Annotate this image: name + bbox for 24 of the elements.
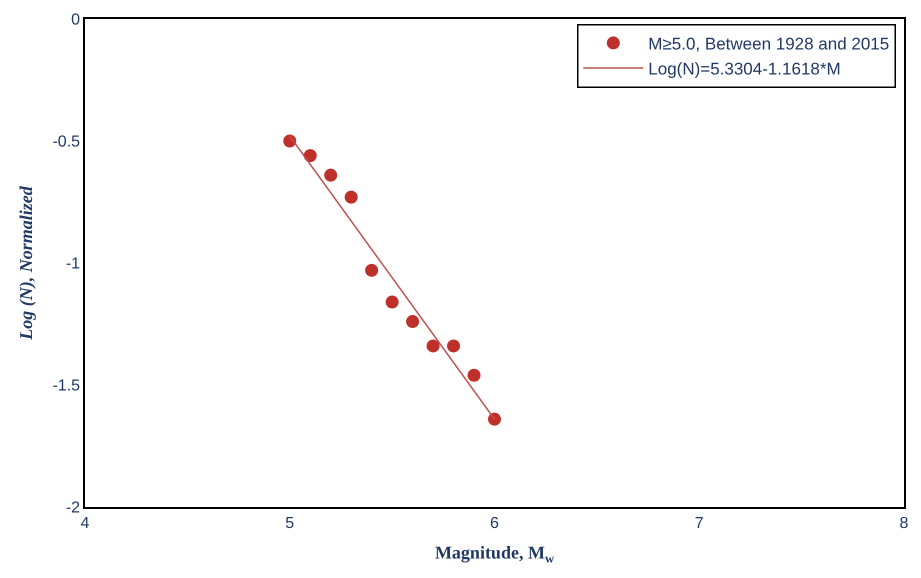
point <box>488 412 501 426</box>
point <box>447 339 460 352</box>
y-tick-label: 0 <box>71 12 80 29</box>
point <box>344 190 358 204</box>
x-tick-label: 5 <box>285 514 294 532</box>
x-axis-title: Magnitude, M$_{w}$ <box>434 542 555 566</box>
y-axis-title: Log (N), Normalized <box>16 185 36 341</box>
point <box>426 339 440 352</box>
point <box>324 168 338 182</box>
point <box>304 149 317 162</box>
x-tick-label: 8 <box>900 514 909 532</box>
y-tick-label: -1 <box>66 256 80 273</box>
x-tick-label: 4 <box>80 514 90 532</box>
legend-label: M≥5.0, Between 1928 and 2015 <box>648 34 890 54</box>
point <box>386 296 399 309</box>
legend-label: Log(N)=5.3304-1.1618*M <box>648 60 841 79</box>
point <box>365 264 378 277</box>
x-tick-label: 6 <box>490 514 500 532</box>
point <box>468 368 481 382</box>
y-tick-label: -2 <box>66 500 80 517</box>
x-tick-label: 7 <box>694 514 704 532</box>
point <box>406 315 420 328</box>
y-tick-label: -1.5 <box>52 378 80 395</box>
y-tick-label: -0.5 <box>52 134 80 151</box>
